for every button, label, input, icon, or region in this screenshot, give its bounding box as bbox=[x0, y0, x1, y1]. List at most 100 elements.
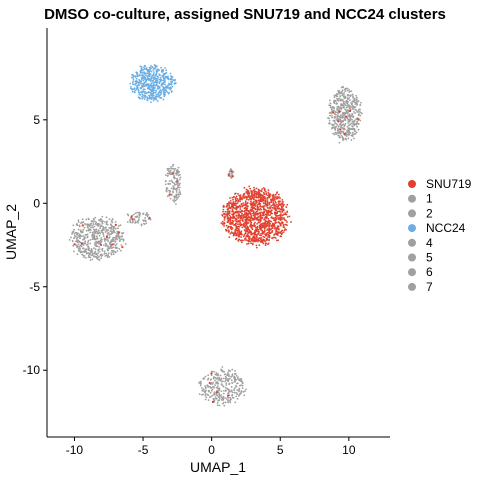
point bbox=[138, 214, 141, 217]
point bbox=[345, 135, 348, 138]
point bbox=[259, 239, 261, 242]
point bbox=[332, 119, 335, 122]
point bbox=[216, 385, 219, 388]
point bbox=[151, 84, 154, 87]
point bbox=[244, 232, 247, 235]
point bbox=[245, 211, 248, 214]
point bbox=[348, 113, 351, 116]
point bbox=[83, 238, 85, 241]
point bbox=[148, 78, 151, 81]
point bbox=[93, 247, 95, 250]
point bbox=[233, 391, 236, 394]
point bbox=[251, 197, 254, 200]
point bbox=[242, 202, 245, 205]
point bbox=[122, 238, 124, 241]
point bbox=[251, 191, 254, 193]
point bbox=[275, 239, 278, 242]
point bbox=[150, 82, 153, 85]
point bbox=[253, 196, 255, 199]
point bbox=[170, 179, 173, 182]
point bbox=[140, 66, 143, 68]
point bbox=[233, 388, 236, 391]
point bbox=[247, 198, 250, 201]
point bbox=[333, 102, 336, 105]
point bbox=[94, 242, 97, 245]
point bbox=[231, 368, 234, 371]
point bbox=[168, 91, 171, 94]
point bbox=[111, 218, 114, 220]
point bbox=[112, 227, 115, 230]
point bbox=[246, 201, 249, 204]
point bbox=[84, 233, 87, 236]
point bbox=[275, 229, 278, 232]
point bbox=[333, 106, 335, 109]
legend-key bbox=[408, 238, 416, 247]
point bbox=[353, 137, 355, 140]
point bbox=[157, 91, 160, 94]
point bbox=[338, 106, 340, 109]
point bbox=[105, 252, 108, 255]
point bbox=[352, 105, 354, 108]
point bbox=[84, 242, 87, 245]
point bbox=[346, 102, 349, 105]
point bbox=[209, 391, 212, 394]
point bbox=[344, 97, 346, 100]
point bbox=[240, 216, 242, 219]
point bbox=[342, 137, 345, 140]
point bbox=[108, 233, 111, 236]
point bbox=[166, 187, 169, 190]
point bbox=[236, 377, 239, 380]
point bbox=[239, 211, 242, 214]
point bbox=[336, 115, 339, 118]
point bbox=[156, 75, 159, 78]
point bbox=[107, 240, 110, 243]
point bbox=[244, 218, 247, 221]
point bbox=[273, 224, 276, 227]
point bbox=[280, 230, 283, 233]
point bbox=[331, 109, 333, 111]
point bbox=[231, 216, 233, 219]
point bbox=[208, 381, 211, 385]
point bbox=[239, 208, 242, 210]
point bbox=[354, 129, 356, 132]
point bbox=[233, 212, 236, 215]
point bbox=[228, 382, 231, 385]
point bbox=[353, 130, 356, 133]
point bbox=[260, 211, 262, 214]
point bbox=[246, 209, 249, 212]
point bbox=[274, 193, 277, 196]
point bbox=[245, 195, 248, 198]
point bbox=[250, 190, 252, 192]
point bbox=[251, 195, 254, 198]
point bbox=[346, 89, 349, 92]
point bbox=[232, 206, 235, 209]
point bbox=[263, 236, 266, 239]
point bbox=[163, 93, 166, 95]
point bbox=[177, 174, 180, 177]
point bbox=[282, 226, 285, 228]
point bbox=[241, 384, 244, 387]
point bbox=[271, 230, 274, 232]
point bbox=[228, 375, 230, 378]
point bbox=[140, 80, 143, 83]
chart-title: DMSO co-culture, assigned SNU719 and NCC… bbox=[44, 6, 446, 23]
point bbox=[72, 244, 75, 247]
point bbox=[149, 67, 152, 70]
point bbox=[97, 256, 100, 258]
point bbox=[142, 73, 144, 76]
point bbox=[143, 71, 146, 74]
point bbox=[278, 202, 280, 205]
point bbox=[78, 233, 81, 236]
point bbox=[218, 395, 221, 398]
point bbox=[244, 200, 247, 203]
point bbox=[143, 95, 146, 98]
point bbox=[143, 66, 145, 69]
point bbox=[99, 243, 103, 246]
point bbox=[105, 235, 108, 238]
point bbox=[211, 400, 214, 403]
point bbox=[167, 174, 169, 177]
point bbox=[281, 210, 284, 213]
point bbox=[176, 181, 179, 184]
point bbox=[170, 187, 173, 190]
point bbox=[226, 217, 229, 220]
